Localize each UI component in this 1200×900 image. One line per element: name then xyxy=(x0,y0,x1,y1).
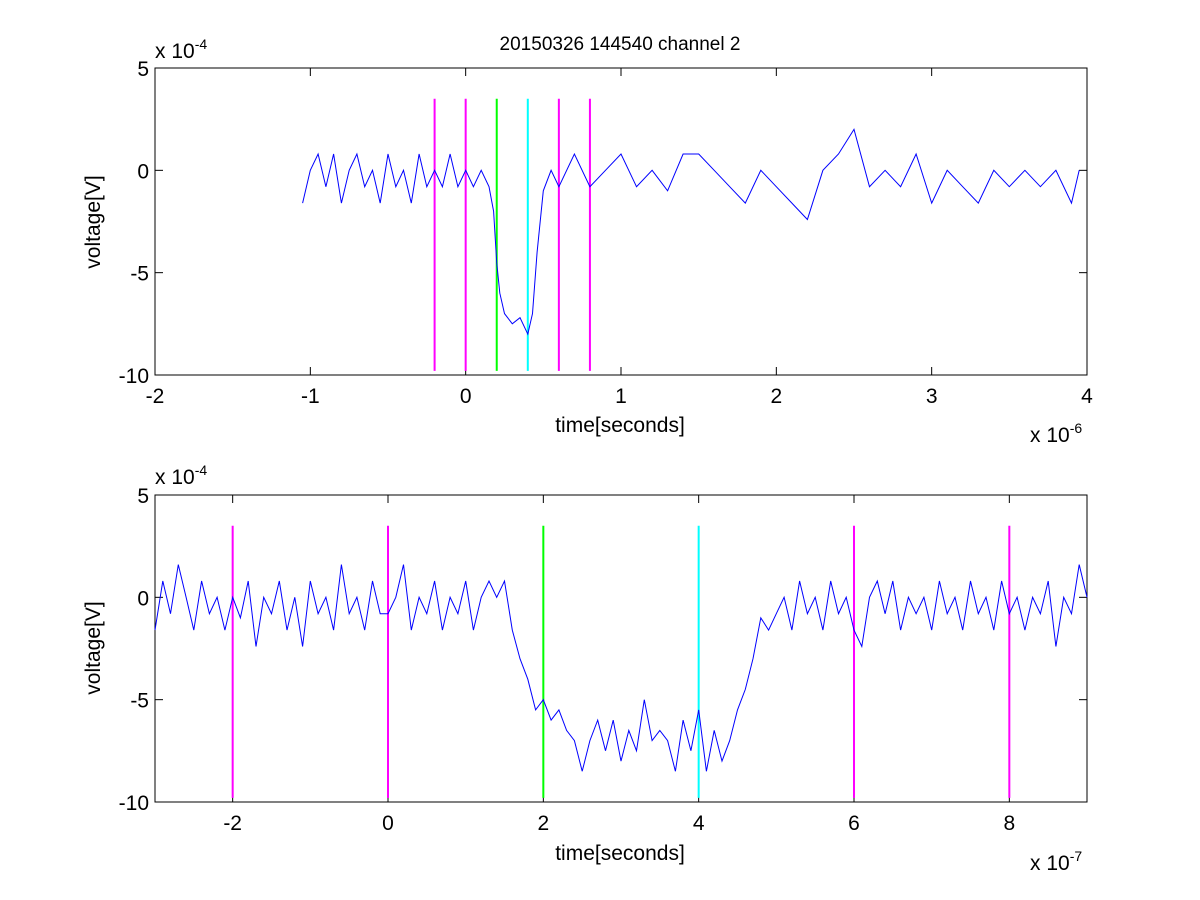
top-panel: -2 -1 0 1 2 3 4 50-5-10 time[seconds] voltage[… xyxy=(82,36,1093,447)
top-y-multiplier-base: x 10 xyxy=(155,40,195,63)
top-y-tick-label: -10 xyxy=(119,365,149,388)
top-x-ticks: -2 -1 0 1 2 3 4 xyxy=(146,68,1093,408)
top-y-tick-label: 5 xyxy=(137,58,149,81)
bottom-y-tick-label: 5 xyxy=(137,485,149,508)
top-plot-area xyxy=(154,67,1088,376)
bottom-y-multiplier-base: x 10 xyxy=(155,466,195,489)
bottom-x-tick-label: 2 xyxy=(537,812,549,835)
bottom-y-ticks: 5 0 -5 -10 xyxy=(119,485,1087,815)
top-y-multiplier: x 10-4 xyxy=(155,36,207,63)
bottom-x-tick-label: 8 xyxy=(1003,812,1015,835)
bottom-trace xyxy=(154,564,1088,772)
bottom-x-tick-label: -2 xyxy=(223,812,242,835)
top-y-tick-label: 0 xyxy=(137,160,149,183)
bottom-y-tick-label: 0 xyxy=(137,587,149,610)
bottom-voltage-trace xyxy=(154,564,1088,772)
top-x-tick-label: -1 xyxy=(301,385,320,408)
top-voltage-trace xyxy=(302,128,1080,336)
top-x-tick-label: 2 xyxy=(770,385,782,408)
top-y-tick-label: -5 xyxy=(130,263,149,286)
top-y-ticks: 5 0 -5 -10 xyxy=(119,58,1087,388)
bottom-x-ticks: -2 0 2 4 6 8 xyxy=(223,495,1015,835)
bottom-y-tick-label: -5 xyxy=(130,690,149,713)
bottom-markers xyxy=(231,525,1011,798)
top-x-multiplier: x 10-6 xyxy=(1030,420,1082,447)
bottom-x-multiplier-base: x 10 xyxy=(1030,852,1070,875)
top-x-multiplier-exp: -6 xyxy=(1070,420,1083,436)
top-x-tick-label: 0 xyxy=(460,385,472,408)
top-x-tick-label: -2 xyxy=(146,385,165,408)
bottom-y-multiplier: x 10-4 xyxy=(155,462,207,489)
bottom-y-tick-label: -10 xyxy=(119,792,149,815)
top-x-axis-label: time[seconds] xyxy=(555,414,685,437)
top-y-multiplier-exp: -4 xyxy=(195,36,208,52)
bottom-x-tick-label: 6 xyxy=(848,812,860,835)
bottom-x-tick-label: 4 xyxy=(693,812,705,835)
bottom-panel: -2 0 2 4 6 8 5 0 -5 -10 time[seconds] voltage[V]… xyxy=(82,462,1088,875)
top-y-axis-label: voltage[V] xyxy=(82,175,105,268)
top-x-multiplier-base: x 10 xyxy=(1030,424,1070,447)
top-x-tick-label: 3 xyxy=(926,385,938,408)
bottom-x-multiplier: x 10-7 xyxy=(1030,848,1082,875)
bottom-y-multiplier-exp: -4 xyxy=(195,462,208,478)
bottom-x-axis-label: time[seconds] xyxy=(555,842,685,865)
figure-title: 20150326 144540 channel 2 xyxy=(500,34,741,55)
bottom-plot-area xyxy=(154,494,1088,803)
top-x-tick-label: 4 xyxy=(1081,385,1093,408)
bottom-x-tick-label: 0 xyxy=(382,812,394,835)
top-trace xyxy=(302,128,1080,336)
top-x-tick-label: 1 xyxy=(615,385,627,408)
bottom-y-axis-label: voltage[V] xyxy=(82,601,105,694)
bottom-x-multiplier-exp: -7 xyxy=(1070,848,1083,864)
top-markers xyxy=(433,98,591,371)
